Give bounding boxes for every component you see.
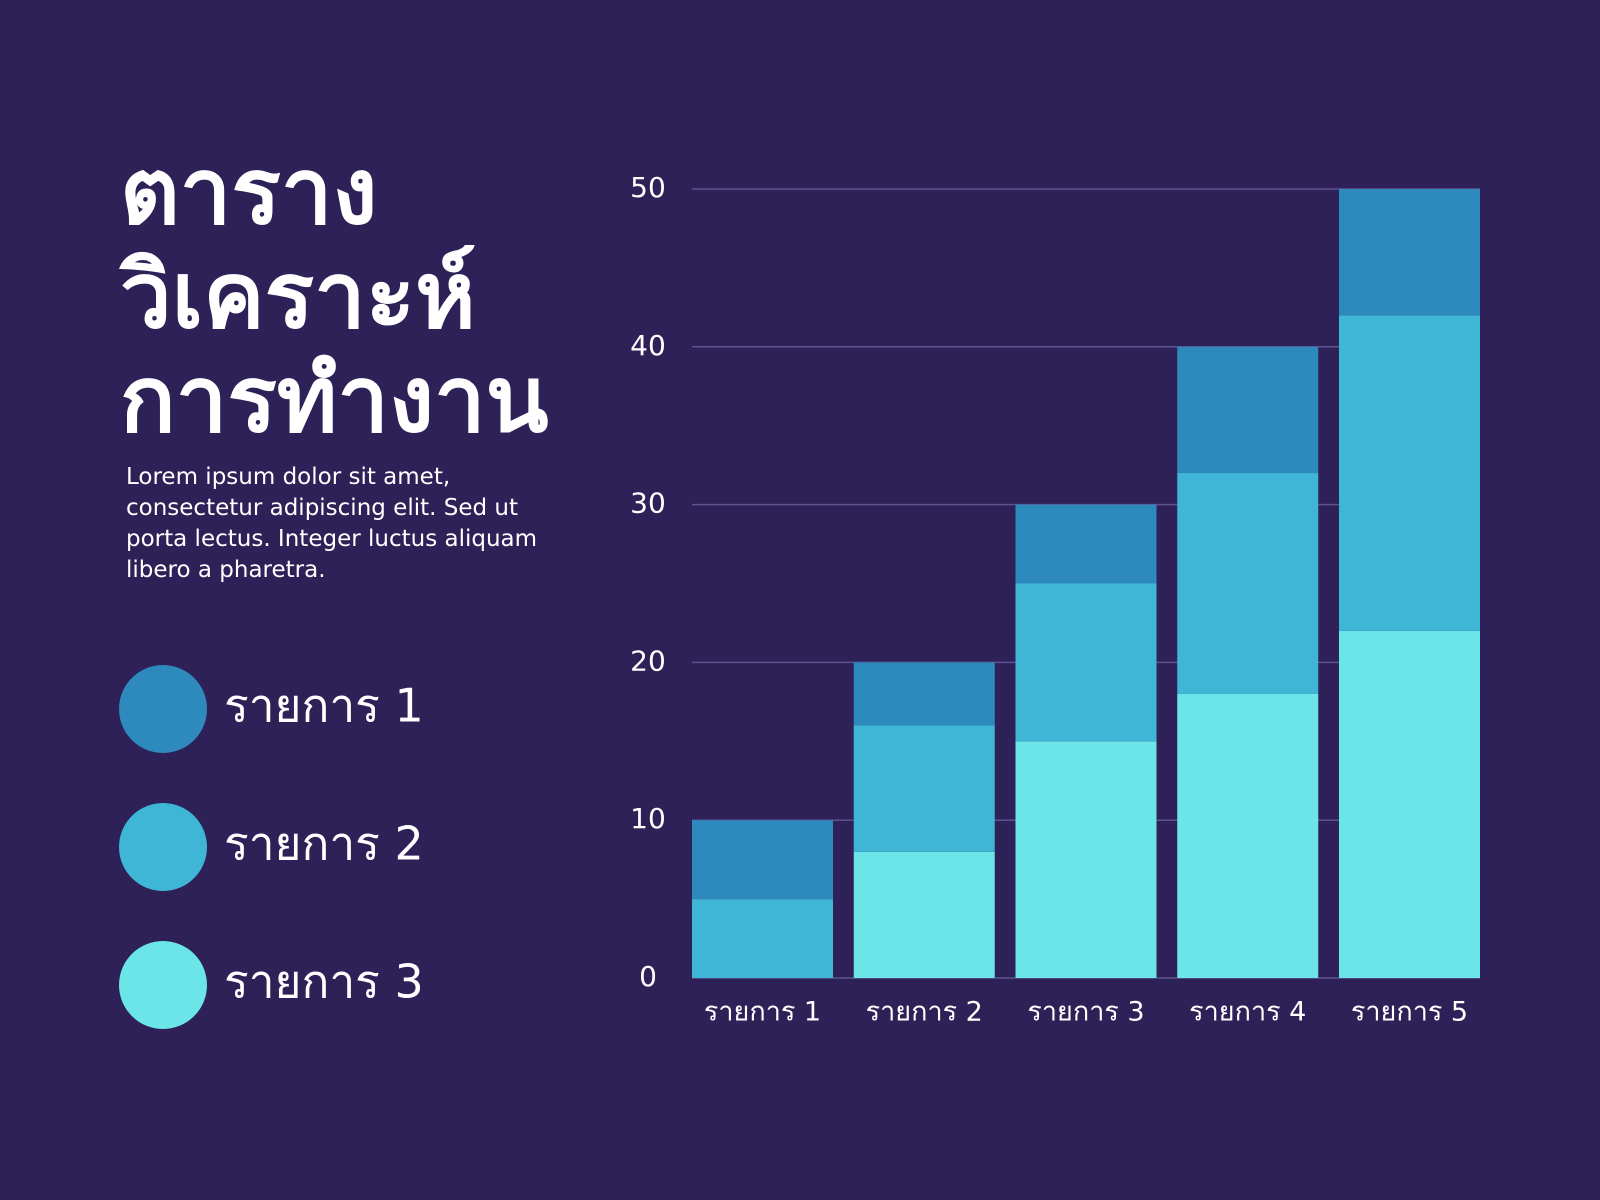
bar-segment <box>1177 693 1319 978</box>
y-tick-label: 50 <box>630 171 666 204</box>
bar-segment <box>853 725 995 852</box>
bar-segment <box>692 820 833 900</box>
bar-segment <box>1339 630 1480 978</box>
x-tick-label: รายการ 3 <box>1027 997 1144 1028</box>
y-tick-label: 20 <box>630 644 666 677</box>
bar-segment <box>1015 741 1157 978</box>
bar-segment <box>1015 583 1157 742</box>
y-tick-label: 40 <box>630 329 666 362</box>
y-tick-label: 0 <box>639 960 657 993</box>
y-tick-label: 10 <box>630 802 666 835</box>
bar-segment <box>853 662 995 726</box>
x-tick-label: รายการ 5 <box>1351 997 1468 1028</box>
bar-segment <box>1339 315 1480 631</box>
x-tick-label: รายการ 4 <box>1189 997 1306 1028</box>
bar-segment <box>1177 346 1319 474</box>
title-line: วิเคราะห์ <box>120 242 476 349</box>
legend-label: รายการ 2 <box>224 817 424 871</box>
legend-label: รายการ 1 <box>224 679 424 733</box>
x-tick-label: รายการ 1 <box>704 997 821 1028</box>
bar-segment <box>1339 189 1480 316</box>
bar-segment <box>1015 504 1157 584</box>
bar-segment <box>692 899 833 978</box>
bar-segment <box>853 851 995 978</box>
legend-swatch <box>119 665 207 753</box>
legend-swatch <box>119 941 207 1029</box>
legend-swatch <box>119 803 207 891</box>
chart-title: ตาราง วิเคราะห์ การทำงาน <box>120 140 549 452</box>
legend-label: รายการ 3 <box>224 955 424 1009</box>
subtitle: Lorem ipsum dolor sit amet, consectetur … <box>126 464 538 583</box>
y-tick-label: 30 <box>630 487 666 520</box>
title-line: ตาราง <box>120 138 378 245</box>
title-line: การทำงาน <box>120 346 549 453</box>
bar-segment <box>1177 473 1319 694</box>
x-tick-label: รายการ 2 <box>866 997 983 1028</box>
